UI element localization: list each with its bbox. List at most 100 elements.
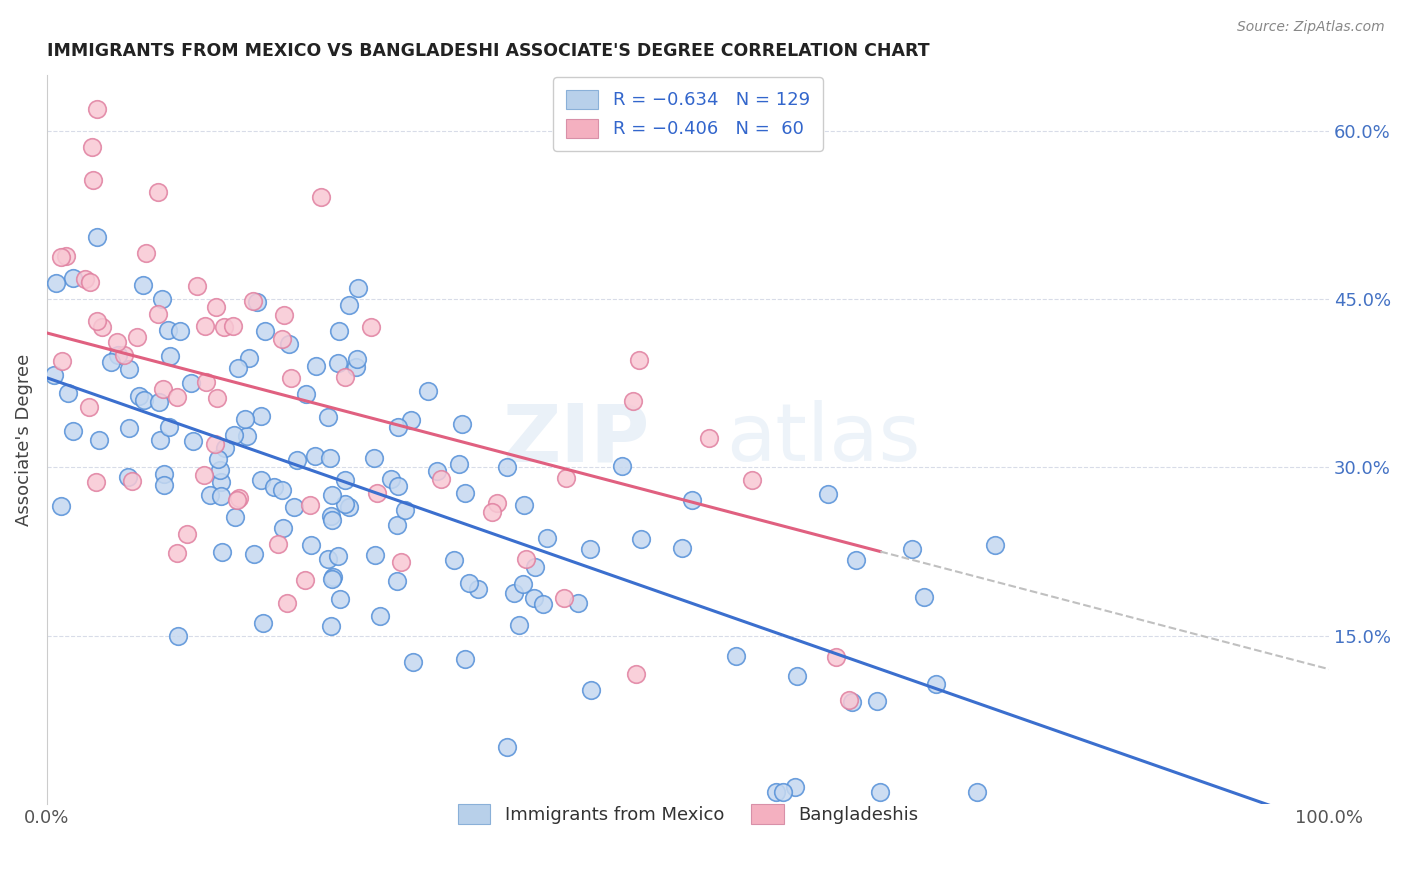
Point	[627, 352, 650, 367]
Point	[337, 500, 360, 514]
Point	[166, 390, 188, 404]
Point	[270, 483, 292, 498]
Point	[55, 249, 77, 263]
Point	[150, 293, 173, 307]
Point	[228, 491, 250, 505]
Point	[309, 190, 332, 204]
Point	[277, 336, 299, 351]
Point	[385, 517, 408, 532]
Point	[581, 682, 603, 697]
Point	[228, 361, 250, 376]
Text: ZIP: ZIP	[502, 401, 650, 478]
Point	[127, 330, 149, 344]
Point	[198, 488, 221, 502]
Point	[579, 541, 602, 556]
Point	[817, 487, 839, 501]
Point	[250, 409, 273, 423]
Point	[567, 595, 589, 609]
Point	[51, 354, 73, 368]
Point	[984, 538, 1007, 552]
Point	[316, 552, 339, 566]
Point	[495, 460, 517, 475]
Point	[681, 492, 703, 507]
Point	[387, 420, 409, 434]
Point	[152, 478, 174, 492]
Point	[322, 569, 344, 583]
Point	[426, 464, 449, 478]
Point	[242, 547, 264, 561]
Point	[294, 573, 316, 587]
Point	[402, 655, 425, 669]
Point	[481, 505, 503, 519]
Point	[380, 472, 402, 486]
Point	[242, 293, 264, 308]
Point	[966, 785, 988, 799]
Point	[512, 576, 534, 591]
Point	[209, 475, 232, 490]
Point	[166, 630, 188, 644]
Point	[321, 572, 343, 586]
Point	[346, 351, 368, 366]
Point	[132, 277, 155, 292]
Text: atlas: atlas	[727, 401, 921, 478]
Point	[333, 370, 356, 384]
Point	[204, 437, 226, 451]
Point	[211, 545, 233, 559]
Point	[364, 549, 387, 563]
Point	[624, 667, 647, 681]
Point	[214, 441, 236, 455]
Point	[621, 393, 644, 408]
Point	[169, 324, 191, 338]
Point	[249, 473, 271, 487]
Point	[148, 395, 170, 409]
Point	[454, 486, 477, 500]
Point	[121, 475, 143, 489]
Point	[319, 451, 342, 466]
Point	[319, 508, 342, 523]
Point	[786, 669, 808, 683]
Point	[285, 452, 308, 467]
Point	[536, 532, 558, 546]
Point	[447, 457, 470, 471]
Point	[118, 421, 141, 435]
Point	[304, 449, 326, 463]
Point	[912, 590, 935, 604]
Point	[246, 295, 269, 310]
Point	[86, 230, 108, 244]
Point	[263, 480, 285, 494]
Point	[496, 739, 519, 754]
Point	[450, 417, 472, 431]
Point	[326, 356, 349, 370]
Point	[149, 433, 172, 447]
Point	[740, 473, 762, 487]
Point	[385, 574, 408, 588]
Point	[443, 552, 465, 566]
Point	[207, 452, 229, 467]
Point	[112, 347, 135, 361]
Point	[399, 413, 422, 427]
Point	[333, 473, 356, 487]
Point	[152, 382, 174, 396]
Point	[118, 362, 141, 376]
Point	[212, 319, 235, 334]
Point	[157, 420, 180, 434]
Point	[486, 496, 509, 510]
Point	[502, 586, 524, 600]
Point	[630, 532, 652, 546]
Point	[363, 451, 385, 466]
Point	[208, 463, 231, 477]
Point	[824, 650, 846, 665]
Point	[100, 355, 122, 369]
Point	[159, 350, 181, 364]
Point	[205, 300, 228, 314]
Point	[105, 334, 128, 349]
Point	[725, 648, 748, 663]
Point	[772, 785, 794, 799]
Point	[146, 307, 169, 321]
Point	[117, 470, 139, 484]
Point	[62, 271, 84, 285]
Point	[458, 576, 481, 591]
Point	[523, 559, 546, 574]
Point	[75, 272, 97, 286]
Point	[224, 428, 246, 442]
